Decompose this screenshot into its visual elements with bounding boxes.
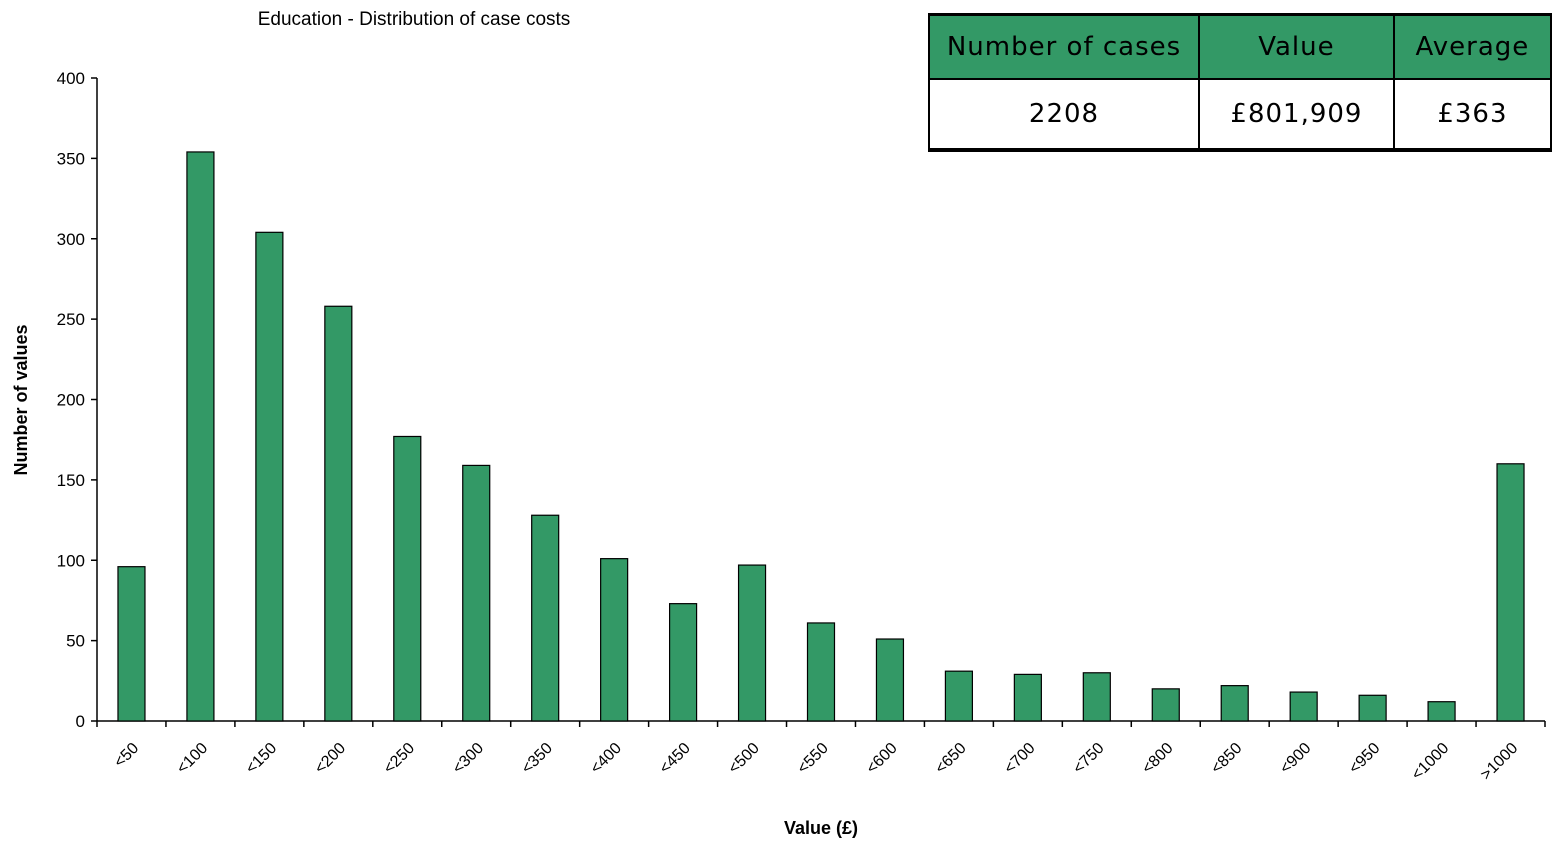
bars [117,151,1525,722]
y-tick-label: 350 [57,149,85,168]
y-tick-label: 50 [66,632,85,651]
bar [1496,463,1525,722]
bar [944,670,974,722]
y-axis-ticks: 0 50 100 150 200 250 300 350 400 [57,69,97,731]
x-tick-label: <900 [1277,740,1315,778]
header-value: Value [1198,13,1395,80]
bar [1358,694,1387,722]
y-tick-label: 150 [57,471,85,490]
x-tick-label: <150 [243,740,281,778]
summary-header-row: Number of cases Value Average [927,13,1552,80]
cell-average: £363 [1392,78,1552,152]
x-tick-label: <500 [725,740,763,778]
chart-title: Education - Distribution of case costs [258,9,571,30]
bar [393,435,422,722]
x-tick-label: <250 [381,740,419,778]
bar [600,558,629,722]
x-tick-label: <1000 [1409,740,1453,784]
bar [1151,688,1180,722]
bar [1220,685,1249,722]
summary-table: Number of cases Value Average 2208 £801,… [927,13,1552,152]
x-tick-label: <450 [656,740,694,778]
y-tick-label: 200 [57,391,85,410]
header-number-of-cases: Number of cases [927,13,1201,80]
bar [1427,701,1456,722]
x-tick-label: <750 [1070,740,1108,778]
bar [668,603,698,722]
bar [875,638,905,722]
y-tick-label: 400 [57,69,85,88]
x-tick-label: <100 [174,740,212,778]
bar [737,564,767,722]
x-tick-label: >1000 [1478,740,1522,784]
x-tick-label: <200 [312,740,350,778]
header-average: Average [1392,13,1552,80]
x-axis-ticks: <50 <100 <150 <200 <250 <300 <350 <400 <450 <500 <… [96,721,1546,784]
summary-value-row: 2208 £801,909 £363 [927,78,1552,152]
x-tick-label: <650 [932,740,970,778]
bar [186,151,215,722]
x-tick-label: <350 [519,740,557,778]
bar [1289,691,1318,722]
x-tick-label: <700 [1001,740,1039,778]
bar [117,566,146,722]
bar [324,305,353,722]
bar [1013,673,1042,722]
x-tick-label: <600 [863,740,901,778]
x-tick-label: <850 [1208,740,1246,778]
bar [806,622,836,722]
bar [255,231,284,722]
y-tick-label: 0 [76,712,85,731]
bar [531,514,560,722]
cell-total-value: £801,909 [1198,78,1395,152]
x-tick-label: <800 [1139,740,1177,778]
bar [1082,672,1111,722]
bar [462,464,491,722]
x-tick-label: <50 [111,740,142,771]
x-axis-label: Value (£) [784,818,858,838]
x-tick-label: <950 [1346,740,1384,778]
y-tick-label: 300 [57,230,85,249]
x-tick-label: <550 [794,740,832,778]
x-tick-label: <400 [587,740,625,778]
y-tick-label: 100 [57,551,85,570]
x-tick-label: <300 [450,740,488,778]
y-tick-label: 250 [57,310,85,329]
cell-number-of-cases: 2208 [927,78,1201,152]
y-axis-label: Number of values [11,324,31,475]
